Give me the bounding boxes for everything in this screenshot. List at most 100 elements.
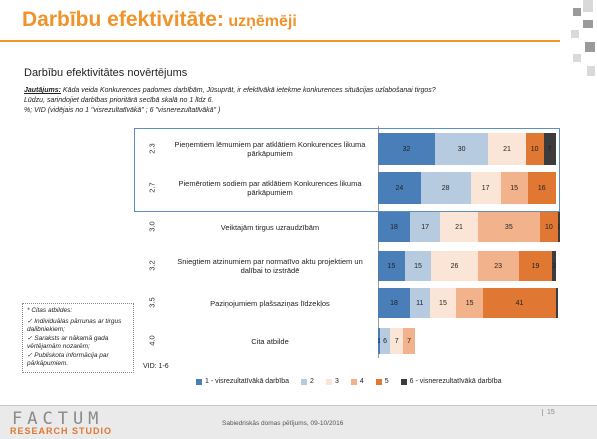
bar-value-label: 17: [481, 184, 490, 192]
bar-value-label: 28: [441, 184, 450, 192]
highlight-box: [134, 128, 560, 212]
bar-value-label: 10: [530, 145, 539, 153]
stacked-bar: 18 11 15 15 41: [378, 288, 558, 318]
bar-value-label: 18: [390, 299, 398, 307]
bar-value-label: 24: [395, 184, 404, 192]
question-text: Jautājums: Kāda veida Konkurences padome…: [24, 86, 524, 116]
legend-label: 4: [359, 378, 364, 385]
bar-value-label: 15: [465, 299, 474, 307]
legend-swatch: [350, 378, 357, 385]
bar-segment: 21: [440, 212, 478, 242]
note-header: * Citas atbildes:: [27, 307, 73, 314]
bar-segment: 10: [525, 133, 544, 165]
bar-segment: 10: [539, 212, 558, 242]
bar-value-label: 19: [531, 262, 540, 270]
bar-value-label: 35: [504, 223, 513, 231]
bar-segment: 1: [378, 328, 380, 354]
bar-segment: 41: [483, 288, 556, 318]
bar-segment: 19: [518, 251, 553, 281]
question-line-1: Kāda veida Konkurences padomes darbībām,…: [62, 87, 436, 94]
legend-swatch: [301, 378, 308, 385]
bar-segment: 15: [456, 288, 483, 318]
bar-value-label: 2: [552, 262, 556, 270]
title-rule: [0, 40, 560, 42]
factum-logo: FACTUM RESEARCH STUDIO: [6, 409, 134, 436]
bar-value-label: 21: [455, 223, 463, 231]
row-label: Pieņemtiem lēmumiem par atklātiem Konkur…: [174, 140, 366, 158]
bar-segment: 24: [378, 172, 421, 204]
deco-square: [573, 54, 581, 62]
bar-value-label: 15: [387, 262, 396, 270]
bar-value-label: 15: [510, 184, 519, 192]
bar-segment: 17: [470, 172, 501, 204]
bar-segment: [556, 288, 558, 318]
bar-value-label: 32: [402, 145, 411, 153]
bar-segment: 32: [378, 133, 435, 165]
bar-segment: 6: [379, 328, 391, 354]
stacked-bar: 18 17 21 35 10 1: [378, 212, 560, 242]
legend-item: 2: [301, 378, 314, 385]
question-line-3: %; VID (vidējais no 1 "visrezultatīvākā"…: [24, 107, 221, 114]
other-answers-note: * Citas atbildes: ✓ Individuālas pārruna…: [22, 303, 134, 373]
bar-segment: 1: [557, 212, 560, 242]
bar-segment: 15: [500, 172, 528, 204]
row-label: Sniegtiem atzinumiem par normatīvo aktu …: [177, 257, 363, 275]
deco-square: [585, 42, 595, 52]
legend-label: 1 - visrezultatīvākā darbība: [205, 378, 290, 385]
row-vid-value: 3.5: [147, 297, 157, 308]
legend-item: 5: [375, 378, 389, 385]
row-label: Cita atbilde: [251, 336, 289, 346]
bar-value-label: 30: [457, 145, 466, 153]
bar-value-label: 41: [515, 299, 524, 307]
row-vid-value: 4.0: [147, 335, 157, 346]
bar-segment: 15: [404, 251, 432, 281]
bar-segment: 18: [378, 288, 411, 318]
row-vid-value: 3.2: [147, 260, 157, 271]
bar-segment: 28: [420, 172, 471, 204]
legend-swatch: [400, 378, 407, 385]
slide-title-sub: uzņēmēji: [228, 13, 297, 30]
bar-value-label: 15: [439, 299, 447, 307]
bar-segment: 23: [477, 251, 519, 281]
bar-value-label: 6: [383, 337, 388, 345]
bar-segment: 35: [477, 212, 540, 242]
deco-square: [571, 30, 579, 38]
chart-subtitle: Darbību efektivitātes novērtējums: [24, 67, 188, 79]
legend-swatch: [196, 378, 202, 385]
bar-segment: 2: [552, 251, 556, 281]
legend-item: 6 - visnerezultatīvākā darbība: [400, 378, 502, 385]
legend-swatch: [325, 378, 332, 385]
bar-value-label: 21: [503, 145, 511, 153]
deco-square: [583, 0, 593, 12]
bar-value-label: 1: [378, 338, 380, 345]
slide-title: Darbību efektivitāte: uzņēmēji: [22, 8, 297, 32]
bar-value-label: 10: [544, 223, 553, 231]
bar-value-label: 7: [407, 337, 412, 345]
bar-segment: 7: [402, 328, 416, 354]
bar-value-label: 17: [421, 223, 430, 231]
bar-segment: 16: [527, 172, 556, 204]
row-label: Veiktajām tirgus uzraudzībām: [220, 222, 320, 232]
stacked-bar: 1677: [378, 328, 556, 354]
page-number: 15: [542, 409, 555, 416]
legend-label: 3: [334, 378, 339, 385]
legend-label: 2: [310, 378, 314, 385]
bar-segment: 15: [429, 288, 457, 318]
bar-segment: 18: [378, 212, 411, 242]
legend-label: 6 - visnerezultatīvākā darbība: [409, 378, 502, 385]
bar-value-label: 16: [537, 184, 546, 192]
stacked-bar: 32 30 21 10 7: [378, 133, 556, 165]
slide-title-main: Darbību efektivitāte:: [22, 8, 224, 31]
deco-square: [583, 20, 593, 28]
deco-square: [573, 8, 581, 16]
stacked-bar: 24 28 17 15 16: [378, 172, 556, 204]
note-item: ✓ Individuālas pārrunas ar tirgus dalībn…: [27, 317, 122, 334]
legend-label: 5: [384, 378, 389, 385]
bar-segment: 15: [378, 251, 405, 281]
bar-value-label: 15: [414, 262, 422, 270]
deco-square: [587, 66, 595, 76]
legend-item: 4: [350, 378, 364, 385]
footer-caption: Sabiedriskās domas pētījums, 09-10/2016: [222, 420, 344, 427]
bar-segment: 17: [410, 212, 441, 242]
